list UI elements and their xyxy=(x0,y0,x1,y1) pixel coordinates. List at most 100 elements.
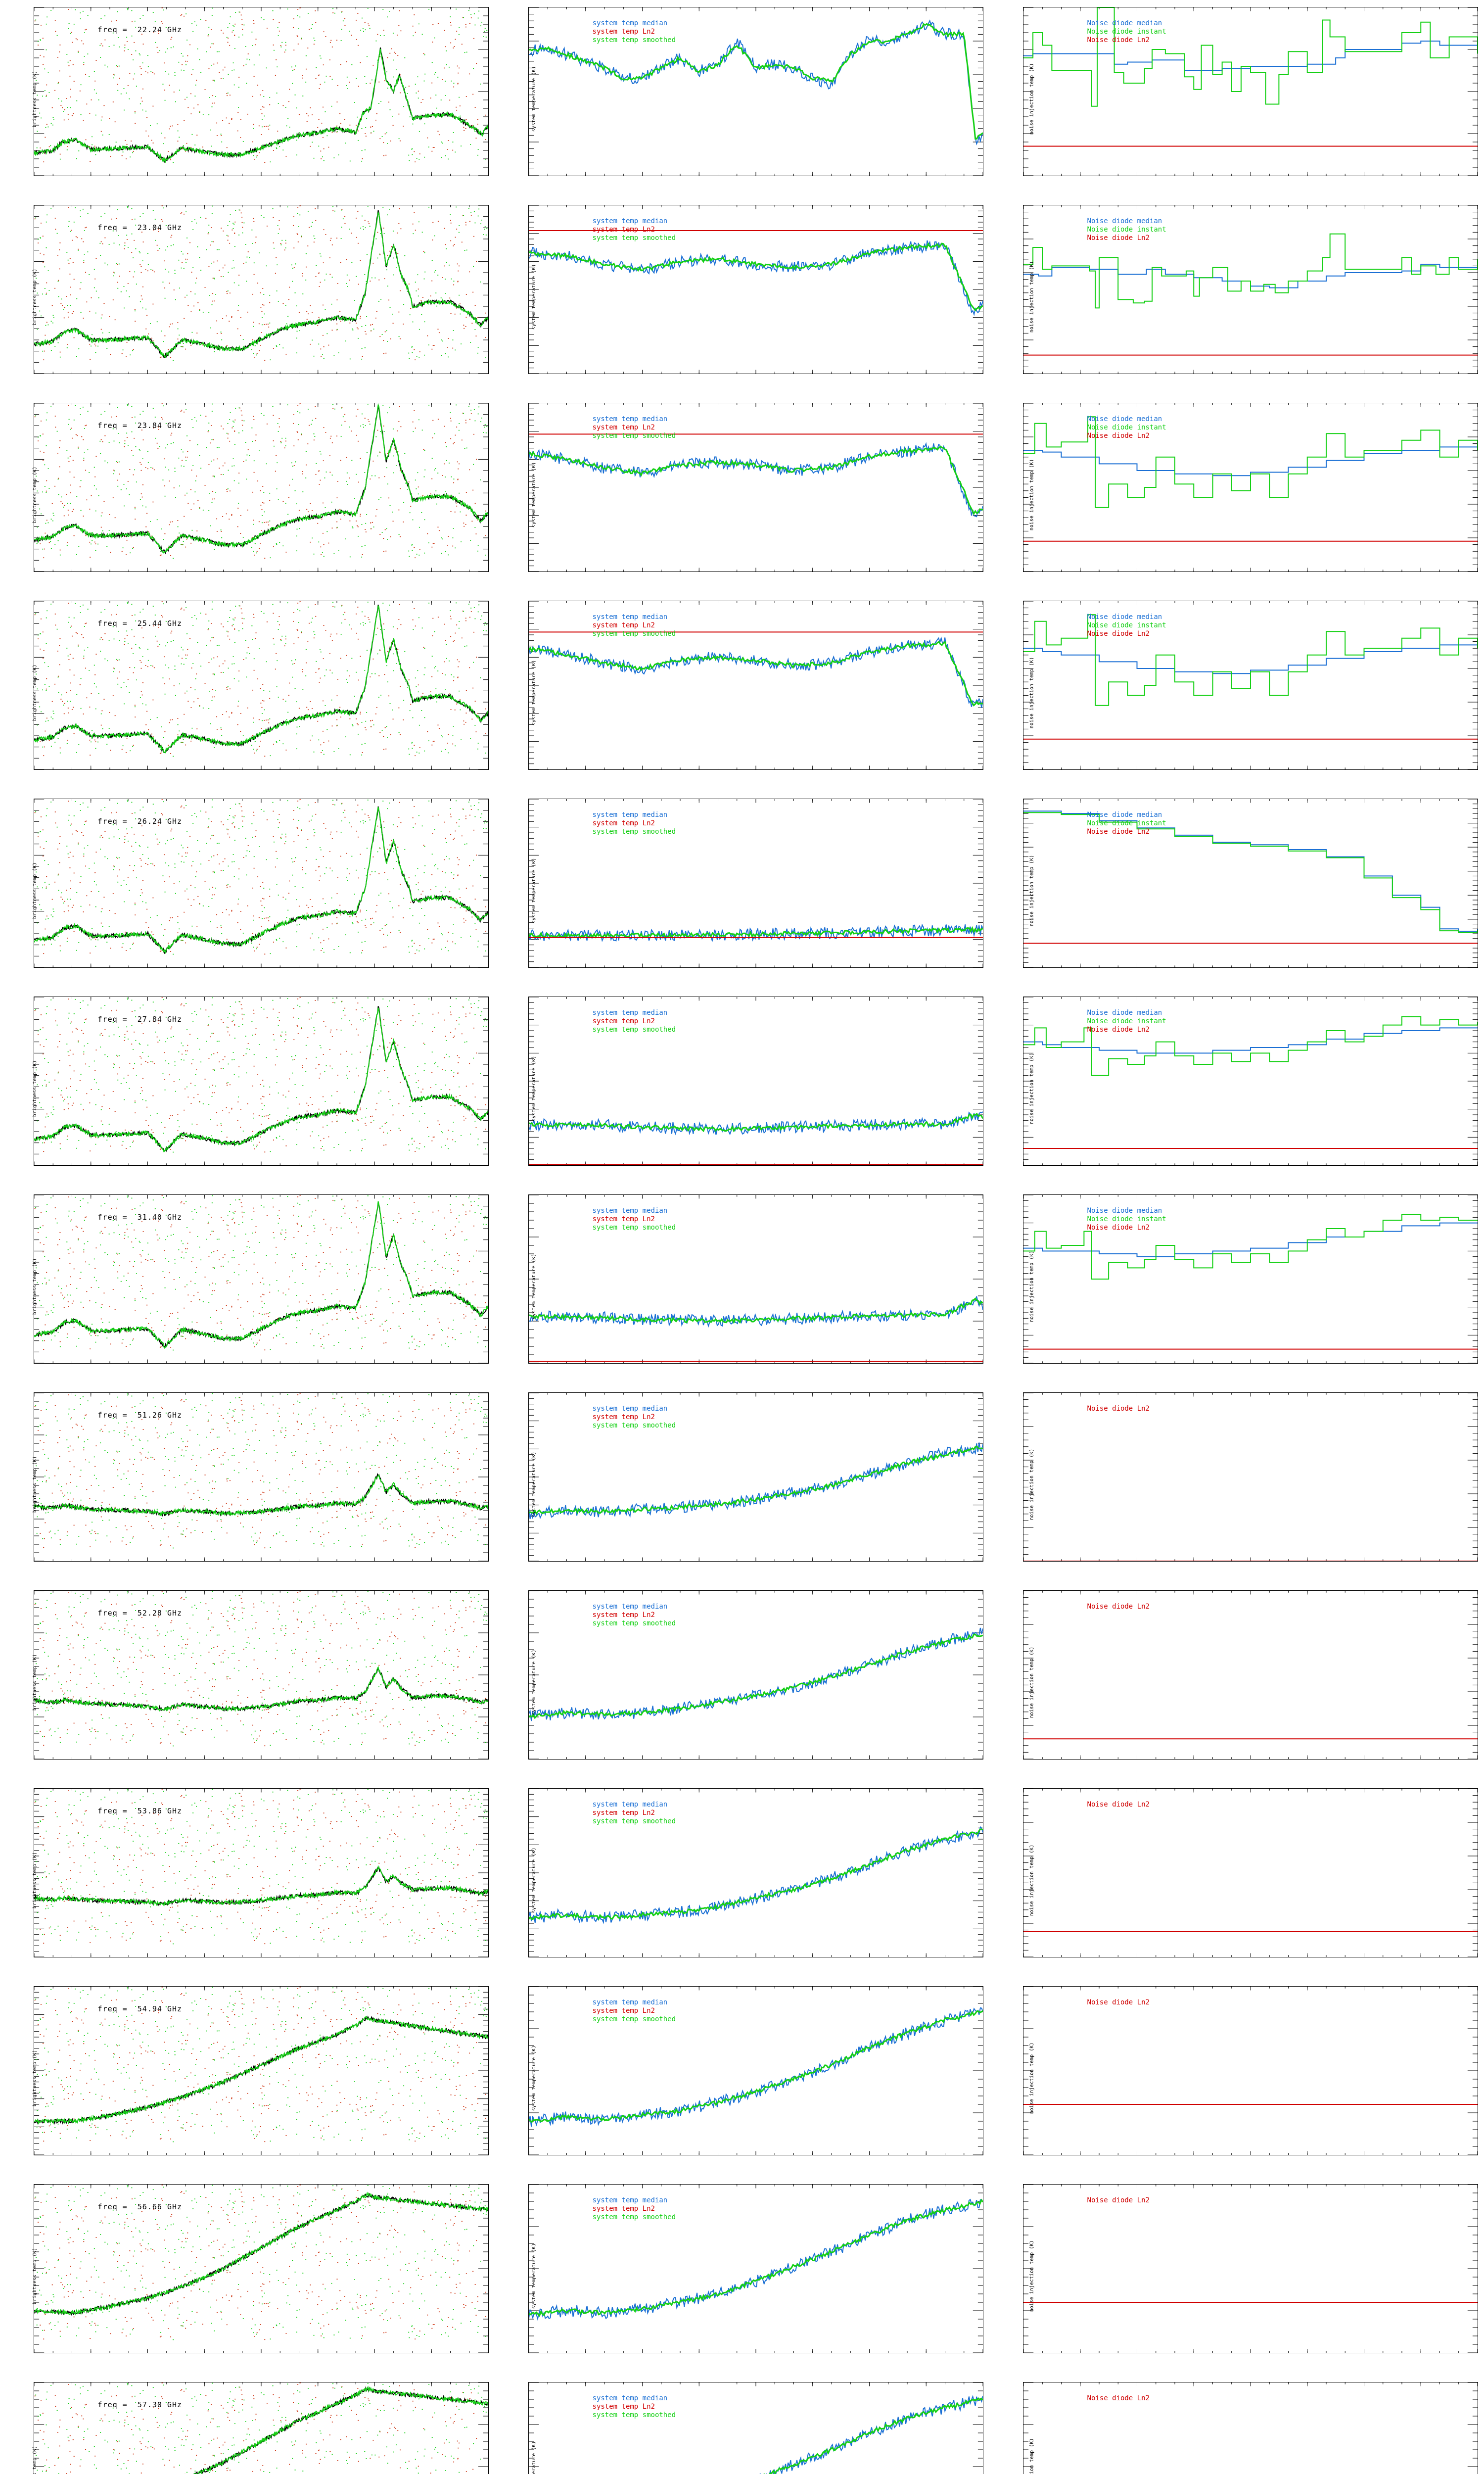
panel-noise-row-8: 585.6585.8586586.2586.4586.6036912151821… xyxy=(989,1385,1484,1583)
plot-area[interactable]: 63063564064565065566003691215182124hours… xyxy=(528,1392,983,1562)
panel-row: 12013014015016017018003691215182124hourf… xyxy=(0,1979,1484,2177)
panel-noise-row-5: 25526026527027528028529003691215182124ho… xyxy=(989,792,1484,990)
panel-row: 510152003691215182124hourfreq = 27.84 GH… xyxy=(0,990,1484,1188)
plot-area[interactable]: 34634734834935035135203691215182124hourN… xyxy=(1023,997,1478,1166)
freq-annotation: freq = 23.04 GHz xyxy=(98,224,183,232)
panel-systemp-row-7: 30031032033034003691215182124hoursystem … xyxy=(495,1188,989,1385)
legend-entry: system temp median xyxy=(593,2394,676,2403)
plot-area[interactable]: 30031032033034035036003691215182124hours… xyxy=(528,997,983,1166)
legend-entry: system temp median xyxy=(593,415,676,424)
legend-entry: Noise diode Ln2 xyxy=(1087,2196,1150,2205)
plot-area[interactable]: 1300132013401360138003691215182124hoursy… xyxy=(528,2382,983,2474)
plot-area[interactable]: 36636736836937037103691215182124hourNois… xyxy=(1023,403,1478,572)
legend-entry: system temp Ln2 xyxy=(593,2403,676,2411)
plot-area[interactable]: 37237337437537603691215182124hourNoise d… xyxy=(1023,7,1478,176)
plot-area[interactable]: 1200122012401260128003691215182124hoursy… xyxy=(528,1986,983,2155)
freq-annotation: freq = 22.24 GHz xyxy=(98,26,183,34)
freq-annotation: freq = 53.86 GHz xyxy=(98,1807,183,1815)
plot-area[interactable]: 51015202503691215182124hourfreq = 22.24 … xyxy=(34,7,489,176)
plot-area[interactable]: 1160116511701175118003691215182124hourNo… xyxy=(1023,2184,1478,2353)
plot-area[interactable]: 303540455003691215182124hourfreq = 52.28… xyxy=(34,1590,489,1760)
legend-entry: system temp median xyxy=(593,1603,676,1611)
y-axis-title: brightness temp (K) xyxy=(32,269,38,325)
plot-area[interactable]: 32232332432532632732803691215182124hours… xyxy=(528,403,983,572)
plot-area[interactable]: 30031032033034035036003691215182124hours… xyxy=(528,799,983,968)
y-axis-title: brightness temp (K) xyxy=(32,1258,38,1315)
plot-area[interactable]: 1280130013201340136003691215182124hoursy… xyxy=(528,2184,983,2353)
plot-area[interactable]: 585.6585.8586586.2586.4586.6036912151821… xyxy=(1023,1392,1478,1562)
plot-area[interactable]: 31831932032132232332403691215182124hours… xyxy=(528,601,983,770)
legend-entry: Noise diode instant xyxy=(1087,1017,1166,1026)
y-axis-title: noise injection temp (K) xyxy=(1029,2043,1034,2114)
plot-area[interactable]: 90090290490690891003691215182124hourNois… xyxy=(1023,1788,1478,1957)
plot-area[interactable]: 12013014015016017018003691215182124hourf… xyxy=(34,1986,489,2155)
plot-area[interactable]: 69069269469669870003691215182124hourNois… xyxy=(1023,1590,1478,1760)
plot-area[interactable]: 30031032033034003691215182124hoursystem … xyxy=(528,1194,983,1364)
panel-row: 51015202503691215182124hourfreq = 22.24 … xyxy=(0,0,1484,198)
legend-entry: system temp Ln2 xyxy=(593,819,676,828)
plot-area[interactable]: 34634734834935035135203691215182124hourN… xyxy=(1023,1194,1478,1364)
plot-area[interactable]: 25526026527027528028529003691215182124ho… xyxy=(1023,799,1478,968)
y-axis-title: system temperature (K) xyxy=(531,2046,537,2111)
plot-area[interactable]: 510152003691215182124hourfreq = 26.24 GH… xyxy=(34,799,489,968)
y-axis-title: system temperature (K) xyxy=(531,1452,537,1517)
y-axis-title: brightness temp (K) xyxy=(32,1852,38,1908)
freq-annotation: freq = 26.24 GHz xyxy=(98,817,183,826)
panel-noise-row-4: 36036136236336436503691215182124hourNois… xyxy=(989,594,1484,792)
legend-entry: Noise diode median xyxy=(1087,19,1166,28)
plot-area[interactable]: 36836937037137237303691215182124hourNois… xyxy=(1023,205,1478,374)
panel-brightness-row-7: 510152003691215182124hourfreq = 31.40 GH… xyxy=(0,1188,495,1385)
plot-area[interactable]: 6065707580859003691215182124hourfreq = 5… xyxy=(34,1788,489,1957)
legend: system temp median system temp Ln2 system … xyxy=(593,415,676,440)
plot-area[interactable]: 1000101010201030104010501060036912151821… xyxy=(528,1788,983,1957)
panel-noise-row-1: 37237337437537603691215182124hourNoise d… xyxy=(989,0,1484,198)
plot-area[interactable]: 510152003691215182124hourfreq = 23.84 GH… xyxy=(34,403,489,572)
plot-area[interactable]: 202530354003691215182124hourfreq = 51.26… xyxy=(34,1392,489,1562)
y-axis-title: brightness temp (K) xyxy=(32,862,38,919)
plot-area[interactable]: 36036136236336436503691215182124hourNois… xyxy=(1023,601,1478,770)
freq-annotation: freq = 27.84 GHz xyxy=(98,1015,183,1024)
panel-brightness-row-4: 510152003691215182124hourfreq = 25.44 GH… xyxy=(0,594,495,792)
plot-area[interactable]: 32933033133233333403691215182124hoursyst… xyxy=(528,7,983,176)
legend-entry: Noise diode Ln2 xyxy=(1087,630,1166,638)
y-axis-title: system temperature (K) xyxy=(531,1848,537,1913)
legend-entry: Noise diode Ln2 xyxy=(1087,2394,1150,2403)
legend: Noise diode Ln2 xyxy=(1087,2196,1150,2205)
legend: system temp median system temp Ln2 system … xyxy=(593,2196,676,2222)
y-axis-title: noise injection temp (K) xyxy=(1029,261,1034,333)
y-axis-title: system temperature (K) xyxy=(531,858,537,923)
legend-entry: Noise diode median xyxy=(1087,613,1166,621)
plot-area[interactable]: 1080108510901095110003691215182124hourNo… xyxy=(1023,1986,1478,2155)
y-axis-title: noise injection temp (K) xyxy=(1029,1251,1034,1323)
plot-area[interactable]: 76077078079080003691215182124hoursystem … xyxy=(528,1590,983,1760)
legend-entry: Noise diode Ln2 xyxy=(1087,1405,1150,1413)
panel-systemp-row-12: 1280130013201340136003691215182124hoursy… xyxy=(495,2177,989,2375)
y-axis-title: system temperature (K) xyxy=(531,66,537,132)
legend-entry: Noise diode instant xyxy=(1087,819,1166,828)
y-axis-title: brightness temp (K) xyxy=(32,1456,38,1513)
plot-area[interactable]: 510152003691215182124hourfreq = 31.40 GH… xyxy=(34,1194,489,1364)
legend-entry: system temp smoothed xyxy=(593,1224,676,1232)
legend-entry: system temp median xyxy=(593,1009,676,1017)
plot-area[interactable]: 18020022024026003691215182124hourfreq = … xyxy=(34,2184,489,2353)
legend-entry: Noise diode Ln2 xyxy=(1087,828,1166,836)
legend-entry: system temp median xyxy=(593,1405,676,1413)
legend-entry: system temp median xyxy=(593,613,676,621)
plot-area[interactable]: 510152003691215182124hourfreq = 27.84 GH… xyxy=(34,997,489,1166)
plot-area[interactable]: 510152003691215182124hourfreq = 25.44 GH… xyxy=(34,601,489,770)
plot-area[interactable]: 20022024026028003691215182124hourfreq = … xyxy=(34,2382,489,2474)
legend-entry: system temp Ln2 xyxy=(593,226,676,234)
panel-systemp-row-10: 1000101010201030104010501060036912151821… xyxy=(495,1781,989,1979)
plot-area[interactable]: 510152003691215182124hourfreq = 23.04 GH… xyxy=(34,205,489,374)
plot-area[interactable]: 32532632732832933033103691215182124hours… xyxy=(528,205,983,374)
plot-area[interactable]: 1180118511901195120003691215182124hourNo… xyxy=(1023,2382,1478,2474)
panel-row: 510152003691215182124hourfreq = 26.24 GH… xyxy=(0,792,1484,990)
panel-row: 20022024026028003691215182124hourfreq = … xyxy=(0,2375,1484,2474)
panel-noise-row-12: 1160116511701175118003691215182124hourNo… xyxy=(989,2177,1484,2375)
legend-entry: system temp median xyxy=(593,1207,676,1215)
y-axis-title: system temperature (K) xyxy=(531,462,537,527)
panel-brightness-row-13: 20022024026028003691215182124hourfreq = … xyxy=(0,2375,495,2474)
legend-entry: system temp smoothed xyxy=(593,1026,676,1034)
legend-entry: Noise diode median xyxy=(1087,811,1166,819)
legend-entry: system temp Ln2 xyxy=(593,1413,676,1422)
